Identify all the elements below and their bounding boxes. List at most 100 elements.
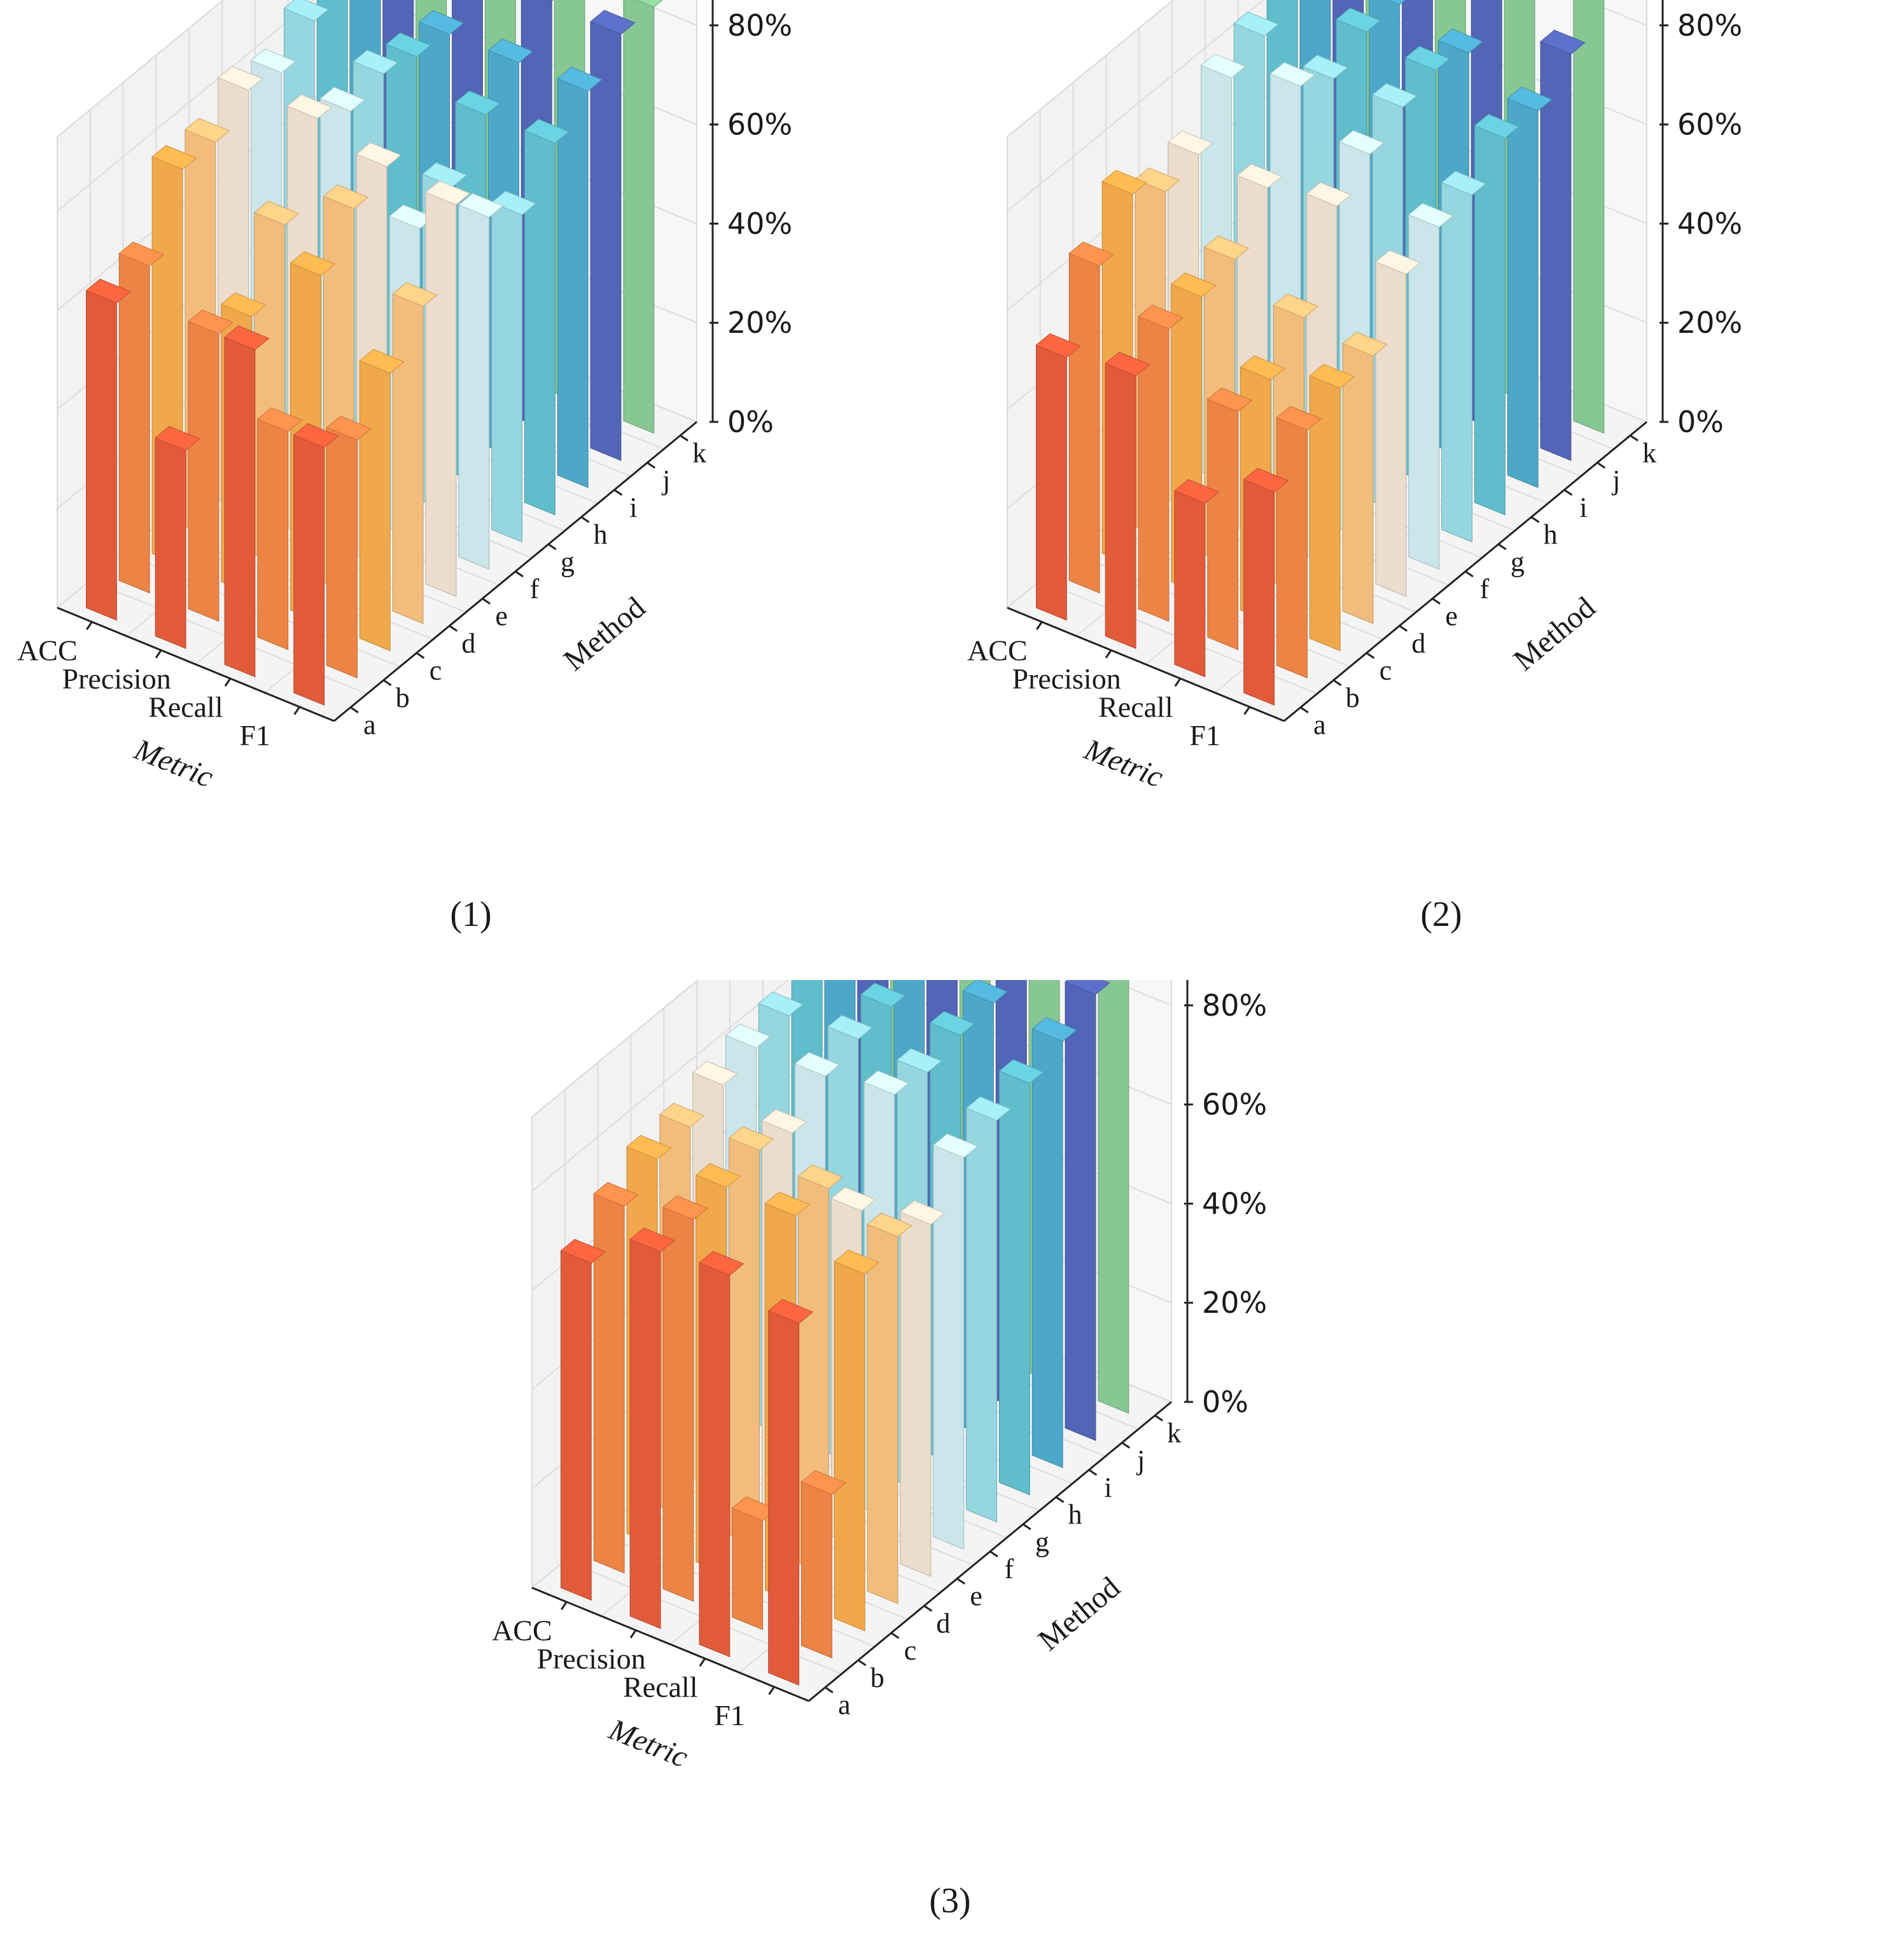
- method-axis-title: Method: [1507, 591, 1602, 678]
- bar-front-face: [359, 360, 391, 652]
- bar-top-face: [1387, 0, 1406, 5]
- method-tick-label: f: [530, 573, 540, 605]
- bar-b-recall: [1206, 387, 1253, 650]
- method-tick: [580, 516, 590, 523]
- bar-front-face: [590, 21, 622, 461]
- z-tick-label: 40%: [1677, 206, 1742, 241]
- bar-c-f1: [1309, 363, 1355, 652]
- method-tick: [923, 1605, 933, 1612]
- method-tick: [482, 598, 491, 605]
- bar-top-face: [217, 66, 263, 91]
- bar-front-face: [966, 1107, 997, 1523]
- bar-g-f1: [491, 190, 537, 543]
- bar-top-face: [860, 983, 906, 1007]
- bar-top-face: [662, 1195, 708, 1221]
- bar-front-face: [1036, 344, 1067, 621]
- bar-top-face: [692, 1060, 738, 1086]
- bar-top-face: [1336, 8, 1381, 32]
- bar-top-face: [1206, 387, 1253, 412]
- method-tick-label: d: [936, 1607, 950, 1639]
- bar-top-face: [626, 1135, 672, 1160]
- bar-k-f1: [623, 0, 663, 434]
- bar-front-face: [629, 1238, 661, 1629]
- bar-front-face: [1065, 981, 1096, 1441]
- metric-tick: [155, 649, 162, 659]
- bar-a-recall: [224, 325, 270, 678]
- bar-front-face: [1105, 363, 1136, 649]
- method-axis-title: Method: [557, 591, 652, 678]
- bar-top-face: [1243, 468, 1289, 493]
- method-tick-label: j: [661, 465, 670, 496]
- chart-1-caption: (1): [450, 895, 492, 934]
- bar-front-face: [729, 1137, 760, 1548]
- bar-top-face: [900, 1200, 946, 1225]
- bar-i-f1: [557, 67, 603, 489]
- bar-d-precision: [728, 1126, 774, 1548]
- metric-tick-label: Precision: [537, 1642, 646, 1675]
- bar-top-face: [827, 1014, 873, 1040]
- bar-c-f1: [359, 349, 405, 652]
- bar-top-face: [629, 1228, 675, 1252]
- bar-top-face: [323, 184, 368, 209]
- bar-a-recall: [1174, 479, 1220, 678]
- bar-top-face: [797, 1164, 843, 1189]
- bar-front-face: [900, 1211, 932, 1577]
- metric-tick-label: F1: [1189, 719, 1220, 752]
- bar-top-face: [1441, 171, 1487, 196]
- bar-top-face: [1236, 164, 1283, 188]
- bar-front-face: [491, 202, 522, 543]
- bar-top-face: [764, 1191, 811, 1217]
- bar-front-face: [933, 1144, 965, 1550]
- bar-top-face: [767, 1299, 814, 1324]
- method-tick: [1022, 1523, 1031, 1530]
- metric-axis-title: Metric: [129, 732, 218, 794]
- bar-top-face: [386, 32, 431, 57]
- bar-top-face: [932, 1133, 979, 1158]
- bar-top-face: [253, 200, 300, 226]
- bar-top-face: [1200, 53, 1247, 78]
- bar-j-f1: [590, 10, 636, 461]
- bar-front-face: [999, 1070, 1030, 1495]
- bar-top-face: [695, 1163, 741, 1188]
- bar-b-f1: [800, 1470, 847, 1659]
- bar-a-precision: [1105, 351, 1150, 649]
- method-tick: [1366, 652, 1375, 659]
- method-tick: [1154, 1415, 1163, 1422]
- bar-top-face: [283, 0, 329, 22]
- z-tick-label: 60%: [1202, 1088, 1267, 1122]
- bar-top-face: [1303, 54, 1348, 80]
- bar-top-face: [250, 48, 297, 74]
- bar-top-face: [256, 407, 303, 432]
- bar-top-face: [1233, 11, 1279, 36]
- bar-e-f1: [900, 1200, 946, 1577]
- method-tick-label: g: [1511, 546, 1525, 577]
- method-tick: [1121, 1441, 1131, 1449]
- bar-top-face: [1068, 241, 1114, 267]
- bar-b-recall: [731, 1496, 778, 1630]
- bar-top-face: [1276, 405, 1322, 431]
- bar-front-face: [732, 1508, 764, 1630]
- bar-front-face: [524, 130, 555, 515]
- bar-front-face: [1276, 417, 1308, 679]
- method-tick-label: j: [1136, 1445, 1145, 1476]
- bar-b-f1: [326, 416, 372, 679]
- method-tick-label: i: [1579, 492, 1587, 523]
- bar-top-face: [1101, 169, 1147, 195]
- bar-front-face: [425, 192, 457, 597]
- bar-front-face: [867, 1224, 898, 1604]
- bar-front-face: [1068, 253, 1100, 594]
- method-tick-label: k: [692, 437, 706, 468]
- bar-top-face: [699, 1250, 744, 1276]
- method-tick: [1088, 1469, 1098, 1476]
- bar-a-acc: [560, 1238, 606, 1601]
- method-tick: [1596, 461, 1606, 469]
- bar-top-face: [725, 1023, 771, 1049]
- bar-top-face: [1170, 272, 1217, 297]
- z-tick-label: 80%: [1202, 988, 1267, 1023]
- bar-top-face: [188, 309, 234, 335]
- method-tick-label: i: [629, 492, 637, 523]
- metric-tick-label: ACC: [967, 634, 1028, 666]
- method-tick-label: b: [870, 1662, 884, 1693]
- bar-front-face: [1098, 980, 1129, 1414]
